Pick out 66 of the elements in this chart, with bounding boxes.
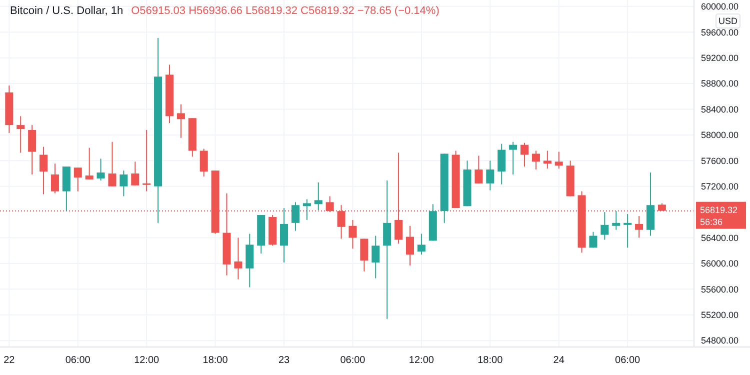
candlestick (131, 161, 140, 186)
y-axis-title: USD (718, 16, 738, 26)
candlestick (348, 219, 357, 250)
candlestick (302, 198, 311, 220)
x-tick-label: 12:00 (134, 355, 160, 366)
candlestick (291, 202, 300, 232)
x-tick-label: 18:00 (202, 355, 228, 366)
candlestick (85, 147, 94, 180)
candlestick (28, 124, 36, 175)
candlestick (612, 210, 620, 230)
candlestick (520, 142, 529, 168)
x-tick-label: 06:00 (65, 355, 91, 366)
x-tick-label: 18:00 (478, 355, 504, 366)
x-tick-label: 22 (4, 355, 16, 366)
x-tick-label: 06:00 (340, 355, 366, 366)
candlestick (417, 233, 426, 256)
ref-line-label: 56819.32 (700, 204, 738, 215)
candlestick (234, 237, 242, 280)
annotation: O56915.03 H56936.66 L56819.32 C56819.32 −78.65 (−0.14%) (131, 5, 440, 17)
candlestick (486, 160, 494, 191)
candlestick (246, 233, 254, 288)
candlestick (543, 150, 552, 170)
y-tick-label: 60000.00 (701, 2, 739, 12)
candlestick (406, 225, 414, 266)
candlestick (474, 155, 483, 184)
candlestick (360, 238, 368, 272)
candlestick (108, 141, 116, 187)
candlestick (200, 148, 208, 177)
y-tick-label: 55600.00 (701, 284, 739, 294)
candlestick (50, 163, 59, 194)
x-tick-label: 24 (553, 355, 565, 366)
candlestick (74, 167, 82, 192)
y-tick-label: 56400.00 (701, 232, 739, 243)
y-tick-label: 59200.00 (701, 52, 739, 63)
candlestick (176, 104, 185, 138)
x-tick-label: 06:00 (615, 355, 641, 366)
candlestick (314, 182, 322, 211)
y-tick-label: 59600.00 (701, 27, 739, 38)
candlestick (120, 170, 128, 197)
candlestick (589, 231, 598, 248)
y-tick-label: 54800.00 (701, 336, 739, 346)
text: 56:36 (700, 216, 723, 227)
x-tick-label: 12:00 (408, 355, 434, 366)
text: Bitcoin / U.S. Dollar, 1h (10, 5, 124, 17)
candlestick (40, 146, 48, 195)
y-tick-label: 58800.00 (701, 78, 739, 89)
candlestick (372, 235, 380, 279)
candlestick (532, 150, 540, 170)
candlestick (509, 141, 518, 175)
candlestick (383, 180, 392, 320)
candlestick (635, 216, 644, 238)
candlestick (280, 208, 288, 263)
y-tick-label: 55200.00 (701, 310, 739, 320)
y-tick-label: 56000.00 (701, 258, 739, 269)
candlestick (624, 214, 632, 248)
y-tick-label: 57600.00 (701, 156, 739, 166)
candlestick (96, 158, 105, 181)
y-tick-label: 57200.00 (701, 182, 739, 192)
candlestick (498, 143, 506, 185)
y-tick-label: 58400.00 (701, 104, 739, 114)
candlestick (554, 151, 563, 170)
candlestick (142, 129, 151, 192)
candlestick (16, 116, 25, 154)
y-tick-label: 58000.00 (701, 130, 739, 140)
x-tick-label: 23 (278, 355, 290, 366)
candlestick (600, 212, 609, 240)
